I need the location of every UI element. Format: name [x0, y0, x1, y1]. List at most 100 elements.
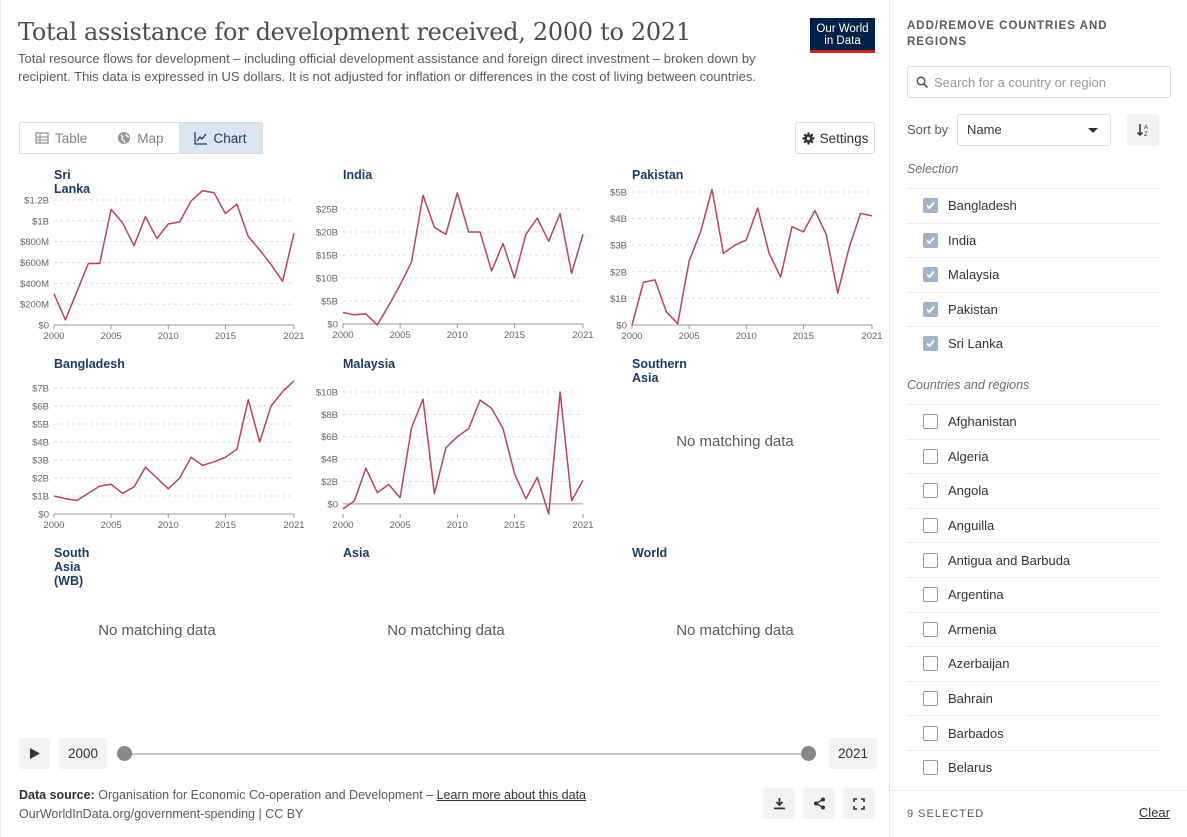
checkbox[interactable]	[923, 760, 938, 776]
checkbox[interactable]	[923, 448, 938, 464]
entity-selector: ADD/REMOVE COUNTRIES AND REGIONS Search …	[891, 0, 1187, 837]
timeline-start-year[interactable]: 2000	[59, 738, 108, 769]
list-item[interactable]: Antigua and Barbuda	[907, 542, 1159, 577]
list-item[interactable]: Pakistan	[907, 291, 1159, 327]
timeline-end-handle[interactable]	[801, 746, 816, 761]
x-tick-label: 2015	[793, 331, 814, 342]
x-tick-label: 2010	[158, 520, 179, 531]
list-item[interactable]: Angola	[907, 473, 1159, 508]
list-item[interactable]: Argentina	[907, 577, 1159, 612]
y-tick-label: $25B	[316, 205, 338, 216]
download-icon	[773, 798, 785, 810]
tab-chart[interactable]: Chart	[178, 123, 262, 153]
timeline-start-handle[interactable]	[117, 746, 132, 761]
y-tick-label: $4B	[610, 214, 627, 225]
checkbox-checked[interactable]	[923, 198, 938, 214]
list-item-label: Bangladesh	[948, 198, 1017, 214]
view-tabs: Table Map Chart	[19, 122, 263, 154]
y-tick-label: $6B	[32, 402, 49, 413]
list-item-label: Algeria	[948, 448, 989, 464]
checkbox-checked[interactable]	[923, 267, 938, 283]
list-item[interactable]: Belarus	[907, 750, 1159, 785]
checkbox[interactable]	[923, 587, 938, 603]
checkbox[interactable]	[923, 691, 938, 707]
y-tick-label: $0	[38, 321, 49, 332]
y-tick-label: $1B	[610, 294, 627, 305]
list-item[interactable]: Algeria	[907, 438, 1159, 474]
list-item[interactable]: Anguilla	[907, 507, 1159, 543]
list-item[interactable]: Sri Lanka	[907, 326, 1159, 361]
checkbox[interactable]	[923, 483, 938, 499]
check-icon	[926, 202, 935, 210]
source-label: Data source:	[19, 788, 95, 802]
x-tick-label: 2010	[736, 331, 757, 342]
no-data-message: No matching data	[98, 622, 216, 639]
share-button[interactable]	[803, 788, 835, 819]
tab-map[interactable]: Map	[102, 123, 178, 153]
sort-icon: AZ	[1136, 124, 1148, 137]
panel-title: Sri Lanka	[54, 168, 91, 196]
y-tick-label: $1.2B	[24, 196, 49, 207]
clear-button[interactable]: Clear	[1138, 805, 1170, 820]
fullscreen-button[interactable]	[843, 788, 875, 819]
x-tick-label: 2005	[101, 520, 122, 531]
sort-select[interactable]: Name	[957, 114, 1111, 146]
list-item[interactable]: Bangladesh	[907, 188, 1159, 223]
x-tick-label: 2021	[572, 330, 593, 341]
list-item[interactable]: Bahrain	[907, 680, 1159, 716]
list-item-label: Bahrain	[948, 691, 993, 707]
checkbox-checked[interactable]	[923, 336, 938, 352]
check-icon	[926, 305, 935, 314]
svg-text:A: A	[1144, 125, 1148, 131]
x-tick-label: 2005	[390, 330, 411, 341]
checkbox[interactable]	[923, 621, 938, 637]
list-item-label: Armenia	[948, 621, 997, 637]
y-tick-label: $0	[616, 321, 627, 332]
learn-more-link[interactable]: Learn more about this data	[436, 788, 587, 802]
list-item[interactable]: Malaysia	[907, 257, 1159, 292]
timeline-track[interactable]	[125, 753, 809, 755]
list-item[interactable]: Barbados	[907, 715, 1159, 750]
chart-main: Total assistance for development receive…	[0, 0, 890, 837]
y-tick-label: $8B	[321, 410, 338, 421]
list-item[interactable]: Azerbaijan	[907, 646, 1159, 681]
checkbox-checked[interactable]	[923, 232, 938, 248]
settings-button[interactable]: Settings	[795, 122, 875, 154]
play-button[interactable]	[19, 738, 50, 769]
x-tick-label: 2000	[43, 520, 64, 531]
x-tick-label: 2010	[447, 330, 468, 341]
x-tick-label: 2021	[861, 331, 882, 342]
list-item[interactable]: India	[907, 222, 1159, 258]
owid-logo[interactable]: Our World in Data	[810, 18, 875, 53]
timeline-end-year[interactable]: 2021	[829, 738, 878, 769]
tab-table[interactable]: Table	[20, 123, 102, 153]
checkbox[interactable]	[923, 552, 938, 568]
list-item-label: Pakistan	[948, 301, 998, 317]
checkbox[interactable]	[923, 725, 938, 741]
checkbox[interactable]	[923, 414, 938, 430]
list-item[interactable]: Afghanistan	[907, 404, 1159, 439]
checkbox[interactable]	[923, 518, 938, 534]
x-tick-label: 2005	[390, 520, 411, 531]
chart-footer: Data source: Organisation for Economic C…	[19, 786, 586, 824]
list-item[interactable]: Armenia	[907, 611, 1159, 647]
list-item-label: Malaysia	[948, 267, 1000, 283]
checkbox-checked[interactable]	[923, 301, 938, 317]
x-tick-label: 2015	[504, 330, 525, 341]
download-button[interactable]	[763, 788, 795, 819]
checkbox[interactable]	[923, 656, 938, 672]
y-tick-label: $0	[327, 320, 338, 331]
panel-title: India	[343, 168, 373, 182]
series-line	[631, 188, 873, 326]
page-subtitle: Total resource flows for development – i…	[18, 51, 757, 84]
y-tick-label: $10B	[316, 274, 338, 285]
play-icon	[29, 748, 40, 759]
y-tick-label: $6B	[321, 432, 338, 443]
search-input[interactable]: Search for a country or region	[907, 66, 1171, 98]
y-tick-label: $2B	[610, 267, 627, 278]
x-tick-label: 2000	[621, 331, 642, 342]
x-tick-label: 2000	[43, 331, 64, 342]
panel-title: Bangladesh	[54, 357, 125, 371]
x-tick-label: 2015	[215, 331, 236, 342]
